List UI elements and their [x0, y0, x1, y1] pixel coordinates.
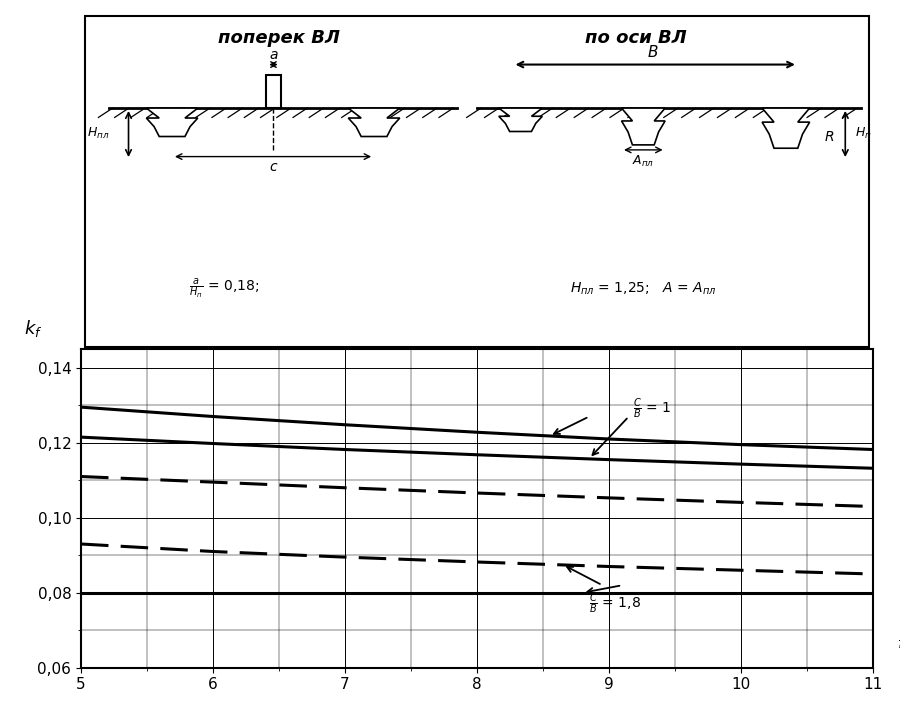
Text: $B$: $B$	[647, 44, 659, 60]
Text: $H_{пл}$: $H_{пл}$	[87, 126, 110, 141]
Y-axis label: $k_f$: $k_f$	[24, 319, 42, 340]
Text: $\frac{B}{H_{пл}}$: $\frac{B}{H_{пл}}$	[897, 630, 900, 653]
Polygon shape	[147, 108, 198, 136]
Text: $\frac{C}{B}$ = 1,8: $\frac{C}{B}$ = 1,8	[590, 592, 642, 616]
Text: $R$: $R$	[824, 129, 834, 144]
Text: поперек ВЛ: поперек ВЛ	[218, 29, 340, 47]
Text: $c$: $c$	[269, 159, 278, 174]
Text: $\frac{a}{H_{п}}$ = 0,18;: $\frac{a}{H_{п}}$ = 0,18;	[188, 277, 258, 301]
Polygon shape	[762, 108, 810, 148]
Polygon shape	[499, 108, 543, 131]
Text: $H_{п}$: $H_{п}$	[855, 126, 872, 141]
FancyBboxPatch shape	[85, 16, 869, 348]
Polygon shape	[348, 108, 400, 136]
Text: $\frac{C}{B}$ = 1: $\frac{C}{B}$ = 1	[633, 397, 671, 421]
Polygon shape	[266, 75, 281, 108]
Polygon shape	[622, 108, 665, 145]
Text: по оси ВЛ: по оси ВЛ	[584, 29, 687, 47]
Text: $a$: $a$	[269, 47, 278, 62]
Text: $A_{пл}$: $A_{пл}$	[632, 154, 654, 169]
Text: $H_{пл}$ = 1,25;   $A$ = $A_{пл}$: $H_{пл}$ = 1,25; $A$ = $A_{пл}$	[570, 281, 716, 297]
